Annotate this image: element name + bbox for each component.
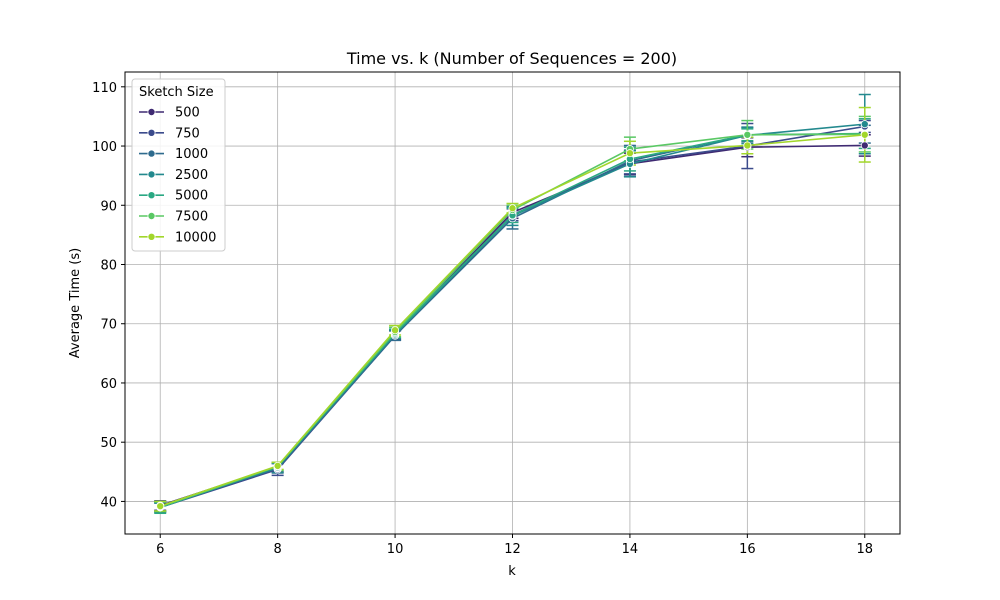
- y-tick-label: 60: [100, 377, 117, 392]
- y-tick-label: 90: [100, 199, 117, 214]
- x-tick-label: 14: [622, 542, 639, 557]
- legend-item-5000: 5000: [139, 189, 208, 204]
- legend: Sketch Size 500 750 1000 2500 5000 7500 10000: [131, 78, 226, 252]
- y-tick-label: 40: [100, 495, 117, 510]
- legend-swatch-marker: [147, 128, 156, 137]
- data-point-10000: [860, 130, 869, 139]
- y-axis-ticks: 40 50 60 70 80 90 100 110: [92, 81, 125, 510]
- legend-item-2500: 2500: [139, 168, 208, 183]
- legend-swatch-marker: [147, 170, 156, 179]
- legend-swatch-marker: [147, 211, 156, 220]
- data-point-10000: [625, 149, 634, 158]
- x-tick-label: 12: [504, 542, 521, 557]
- legend-items: 500 750 1000 2500 5000 7500 10000: [139, 106, 216, 245]
- chart-title: Time vs. k (Number of Sequences = 200): [346, 49, 677, 68]
- data-point-10000: [391, 326, 400, 335]
- data-point-7500: [743, 130, 752, 139]
- grid-lines: [125, 72, 900, 534]
- legend-item-10000: 10000: [139, 230, 216, 245]
- legend-swatch-marker: [147, 149, 156, 158]
- y-axis-label: Average Time (s): [68, 248, 83, 358]
- series-points: [156, 120, 869, 512]
- legend-label: 2500: [175, 168, 208, 183]
- legend-label: 10000: [175, 230, 216, 245]
- x-tick-label: 8: [274, 542, 282, 557]
- x-axis-label: k: [508, 564, 516, 579]
- legend-box: [131, 78, 226, 252]
- data-point-500: [860, 141, 869, 150]
- legend-item-500: 500: [139, 106, 200, 121]
- legend-label: 5000: [175, 189, 208, 204]
- legend-label: 500: [175, 106, 200, 121]
- data-point-10000: [508, 204, 517, 213]
- x-axis-ticks: 6 8 10 12 14 16 18: [156, 534, 873, 557]
- y-tick-label: 80: [100, 259, 117, 274]
- legend-swatch-marker: [147, 191, 156, 200]
- y-tick-label: 110: [92, 81, 117, 96]
- legend-label: 7500: [175, 210, 208, 225]
- legend-label: 1000: [175, 147, 208, 162]
- y-tick-label: 100: [92, 140, 117, 155]
- data-point-10000: [156, 502, 165, 511]
- x-tick-label: 16: [739, 542, 756, 557]
- legend-item-1000: 1000: [139, 147, 208, 162]
- legend-item-7500: 7500: [139, 210, 208, 225]
- y-tick-label: 70: [100, 318, 117, 333]
- data-point-10000: [743, 141, 752, 150]
- x-tick-label: 10: [387, 542, 404, 557]
- data-point-10000: [273, 461, 282, 470]
- x-tick-label: 6: [156, 542, 164, 557]
- legend-swatch-marker: [147, 108, 156, 117]
- y-tick-label: 50: [100, 436, 117, 451]
- legend-swatch-marker: [147, 232, 156, 241]
- legend-title: Sketch Size: [139, 85, 214, 100]
- legend-item-750: 750: [139, 126, 200, 141]
- legend-label: 750: [175, 126, 200, 141]
- x-tick-label: 18: [856, 542, 873, 557]
- data-point-2500: [860, 120, 869, 129]
